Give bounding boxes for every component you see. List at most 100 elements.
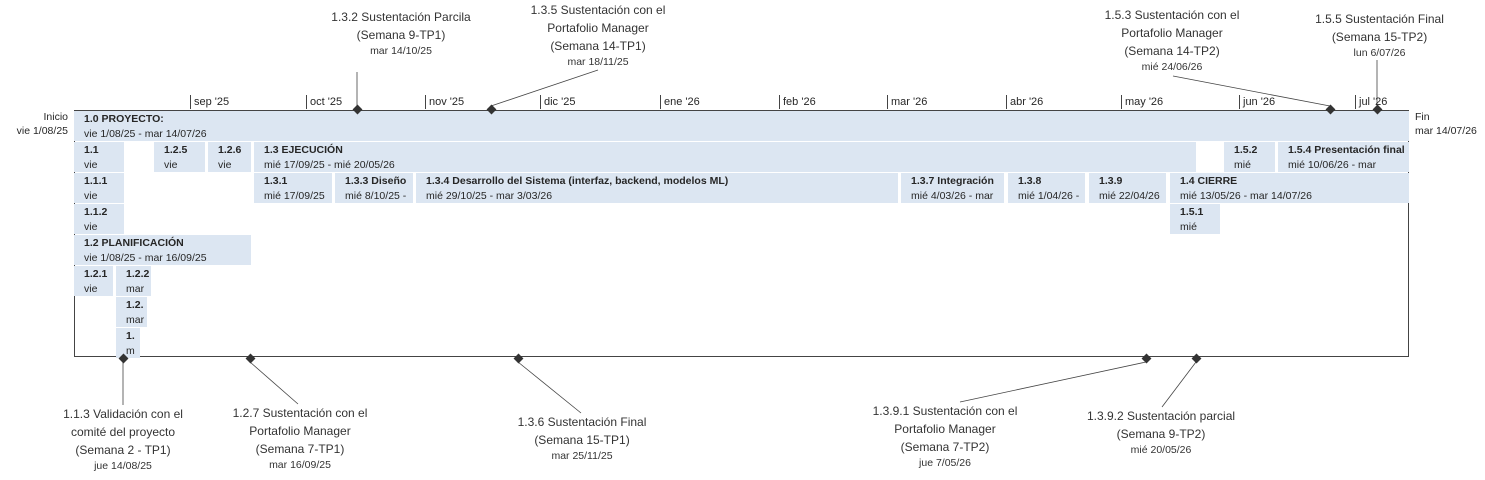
callout-line: 1.3.5 Sustentación con el	[530, 3, 666, 17]
month-label: ene '26	[660, 95, 700, 109]
callout-line: comité del proyecto	[70, 425, 176, 439]
task-dates: mié 17/09/25	[264, 190, 325, 202]
callout-line: (Semana 7-TP1)	[255, 442, 345, 456]
task-bar-1-5-2[interactable]: 1.5.2 mié	[1224, 142, 1275, 172]
callout-date: jue 14/08/25	[94, 460, 152, 472]
task-bar-1-5-4[interactable]: 1.5.4 Presentación final mié 10/06/26 - …	[1278, 142, 1409, 172]
task-title: 1.1.2	[84, 206, 108, 218]
callout-date: mar 25/11/25	[551, 450, 613, 462]
task-dates: mié 1/04/26 -	[1018, 190, 1080, 202]
task-dates: mié 10/06/26 - mar	[1288, 159, 1377, 171]
month-label: may '26	[1121, 95, 1163, 109]
callout-line: (Semana 14-TP2)	[1124, 44, 1220, 58]
callout-date: lun 6/07/26	[1353, 47, 1406, 59]
milestone-callout-1-3-6: 1.3.6 Sustentación Final (Semana 15-TP1)…	[497, 413, 667, 464]
task-dates: vie 1/08/25 - mar 14/07/26	[84, 128, 207, 140]
task-bar-1-3[interactable]: 1.3 EJECUCIÓN mié 17/09/25 - mié 20/05/2…	[254, 142, 1196, 172]
task-bar-1-2-6[interactable]: 1.2.6 vie	[208, 142, 251, 172]
task-dates: mié	[1234, 159, 1251, 171]
task-bar-1-3-8[interactable]: 1.3.8 mié 1/04/26 -	[1008, 173, 1085, 203]
task-bar-1-4[interactable]: 1.4 CIERRE mié 13/05/26 - mar 14/07/26	[1170, 173, 1409, 203]
task-bar-1-5-1[interactable]: 1.5.1 mié	[1170, 204, 1220, 234]
callout-date: jue 7/05/26	[919, 457, 971, 469]
task-bar-1-2-1[interactable]: 1.2.1 vie	[74, 266, 113, 296]
callout-line: (Semana 9-TP2)	[1116, 427, 1206, 441]
task-title: 1.0 PROYECTO:	[84, 113, 164, 125]
callout-line: 1.2.7 Sustentación con el	[232, 406, 368, 420]
task-dates: mié 13/05/26 - mar 14/07/26	[1180, 190, 1312, 202]
callout-leader-line	[517, 361, 582, 414]
callout-line: 1.5.5 Sustentación Final	[1315, 12, 1444, 26]
task-bar-1-1-1[interactable]: 1.1.1 vie	[74, 173, 124, 203]
callout-leader-line	[1172, 75, 1331, 107]
callout-leader-line	[249, 361, 299, 405]
task-title: 1.3.1	[264, 175, 288, 187]
month-label: mar '26	[887, 95, 927, 109]
callout-line: Portafolio Manager	[894, 422, 996, 436]
task-dates: vie	[84, 221, 98, 233]
task-title: 1.3.8	[1018, 175, 1042, 187]
callout-line: Portafolio Manager	[249, 424, 351, 438]
month-label: nov '25	[425, 95, 464, 109]
month-label: jul '26	[1355, 95, 1387, 109]
callout-line: (Semana 14-TP1)	[550, 39, 646, 53]
task-title: 1.2.5	[164, 144, 188, 156]
task-bar-1-2[interactable]: 1.2 PLANIFICACIÓN vie 1/08/25 - mar 16/0…	[74, 235, 251, 265]
task-bar-1-3-4[interactable]: 1.3.4 Desarrollo del Sistema (interfaz, …	[416, 173, 898, 203]
task-title: 1.1	[84, 144, 99, 156]
end-date: mar 14/07/26	[1415, 125, 1477, 137]
task-title: 1.5.2	[1234, 144, 1258, 156]
task-bar-1-2-2[interactable]: 1.2.2 mar	[116, 266, 151, 296]
task-dates: mié	[1180, 221, 1197, 233]
task-title: 1.	[126, 330, 135, 342]
end-label: Fin	[1415, 111, 1430, 123]
callout-date: mar 14/10/25	[370, 45, 432, 57]
month-label: sep '25	[190, 95, 229, 109]
task-title: 1.4 CIERRE	[1180, 175, 1238, 187]
task-title: 1.3.3 Diseño	[345, 175, 407, 187]
task-dates: mar	[126, 283, 145, 295]
month-label: abr '26	[1006, 95, 1043, 109]
milestone-callout-1-3-9-2: 1.3.9.2 Sustentación parcial (Semana 9-T…	[1064, 407, 1258, 458]
timeline-frame	[74, 111, 1409, 357]
task-bar-1-1[interactable]: 1.1 vie	[74, 142, 124, 172]
task-dates: vie	[84, 283, 98, 295]
task-bar-1-3-9[interactable]: 1.3.9 mié 22/04/26	[1089, 173, 1166, 203]
milestone-callout-1-5-5: 1.5.5 Sustentación Final (Semana 15-TP2)…	[1302, 10, 1457, 61]
callout-line: 1.3.2 Sustentación Parcila	[331, 10, 471, 24]
task-bar-1-3-7[interactable]: 1.3.7 Integración mié 4/03/26 - mar	[901, 173, 1004, 203]
task-bar-1-2-5[interactable]: 1.2.5 vie	[154, 142, 205, 172]
callout-line: 1.3.9.2 Sustentación parcial	[1086, 409, 1236, 423]
month-label: feb '26	[779, 95, 816, 109]
task-dates: vie	[84, 159, 98, 171]
task-bar-1-0[interactable]: 1.0 PROYECTO: vie 1/08/25 - mar 14/07/26	[74, 111, 1409, 141]
milestone-callout-1-5-3: 1.5.3 Sustentación con el Portafolio Man…	[1082, 6, 1262, 75]
start-label: Inicio	[36, 110, 68, 124]
task-title: 1.2.1	[84, 268, 108, 280]
task-dates: vie	[218, 159, 232, 171]
milestone-callout-1-1-3: 1.1.3 Validación con el comité del proye…	[40, 405, 206, 474]
task-title: 1.5.1	[1180, 206, 1204, 218]
task-dates: vie	[84, 190, 98, 202]
callout-line: 1.3.6 Sustentación Final	[517, 415, 647, 429]
milestone-callout-1-3-2: 1.3.2 Sustentación Parcila (Semana 9-TP1…	[306, 8, 496, 59]
task-bar-1-3-1[interactable]: 1.3.1 mié 17/09/25	[254, 173, 332, 203]
callout-line: Portafolio Manager	[547, 21, 649, 35]
timeline-axis	[74, 110, 1409, 111]
task-title: 1.2.2	[126, 268, 150, 280]
task-dates: mié 22/04/26	[1099, 190, 1160, 202]
task-bar-1-1-2[interactable]: 1.1.2 vie	[74, 204, 124, 234]
task-bar-1-2-x[interactable]: 1.2. mar	[116, 297, 147, 327]
month-label: oct '25	[306, 95, 342, 109]
callout-date: mar 18/11/25	[567, 56, 629, 68]
callout-date: mié 24/06/26	[1141, 61, 1203, 73]
callout-line: (Semana 9-TP1)	[356, 28, 446, 42]
callout-line: 1.1.3 Validación con el	[63, 407, 183, 421]
task-bar-1-3-3[interactable]: 1.3.3 Diseño mié 8/10/25 -	[335, 173, 413, 203]
callout-line: (Semana 7-TP2)	[900, 440, 990, 454]
task-dates: vie 1/08/25 - mar 16/09/25	[84, 252, 207, 264]
task-title: 1.3.7 Integración	[911, 175, 994, 187]
callout-date: mié 20/05/26	[1130, 444, 1192, 456]
task-bar-1-x[interactable]: 1. m	[116, 328, 140, 358]
